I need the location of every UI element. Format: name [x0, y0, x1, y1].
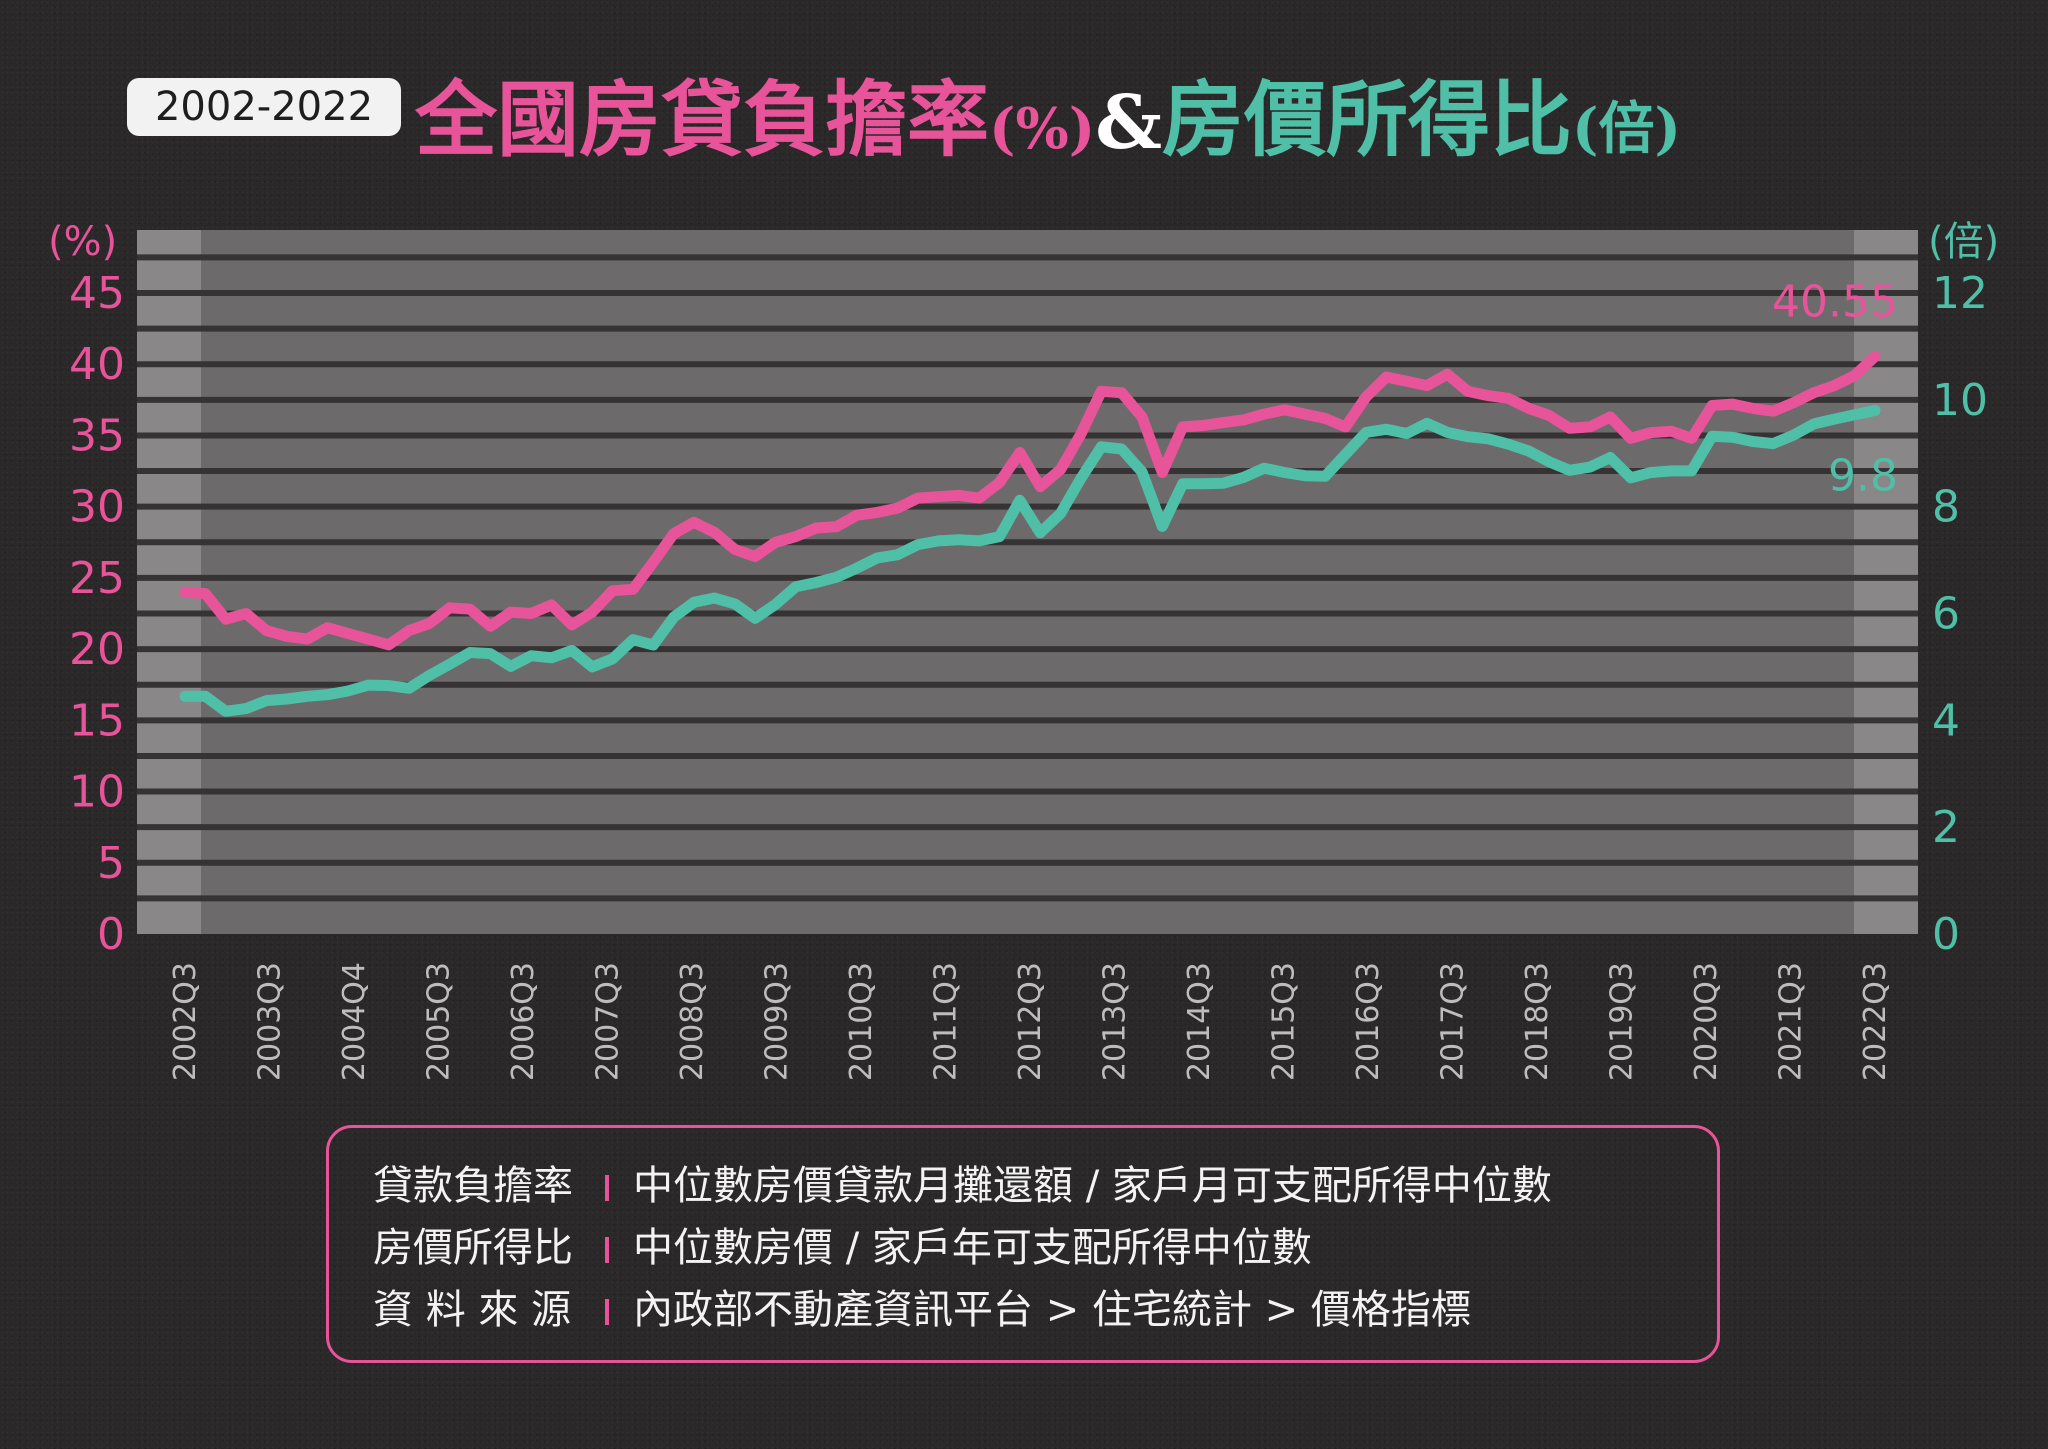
definition-row-burden: 貸款負擔率 中位數房價貸款月攤還額 / 家戶月可支配所得中位數 — [373, 1158, 1552, 1214]
right-tick-label: 12 — [1932, 268, 1988, 319]
series-lines — [179, 350, 1881, 717]
right-tick-label: 8 — [1932, 482, 1960, 533]
x-tick-label: 2005Q3 — [422, 962, 457, 1081]
title-ampersand: & — [1095, 80, 1163, 166]
left-tick-label: 5 — [97, 838, 125, 889]
left-tick-label: 45 — [69, 268, 125, 319]
x-tick-label: 2006Q3 — [506, 962, 541, 1081]
left-tick-label: 10 — [69, 767, 125, 818]
x-tick-label: 2017Q3 — [1436, 962, 1471, 1081]
right-tick-label: 0 — [1932, 909, 1960, 960]
left-axis-unit: (%) — [48, 219, 117, 265]
title-burden-unit: (%) — [989, 96, 1096, 162]
left-axis: 0 5 10 15 20 25 30 35 40 45(%) — [48, 219, 125, 960]
definition-term: 貸款負擔率 — [373, 1163, 573, 1209]
x-tick-label: 2021Q3 — [1774, 962, 1809, 1081]
line-chart: 0 5 10 15 20 25 30 35 40 45(%) 0 2 4 6 8 10 12(倍) 2002Q… — [48, 219, 1999, 1081]
definition-text: 中位數房價 / 家戶年可支配所得中位數 — [633, 1225, 1312, 1271]
left-highlight-strip — [137, 230, 201, 934]
left-tick-label: 15 — [69, 695, 125, 746]
right-axis: 0 2 4 6 8 10 12(倍) — [1928, 219, 1999, 960]
left-tick-label: 25 — [69, 553, 125, 604]
x-tick-label: 2020Q3 — [1689, 962, 1724, 1081]
separator-bar — [605, 1299, 609, 1325]
left-tick-label: 0 — [97, 909, 125, 960]
title-burden: 全國房貸負擔率 — [415, 72, 990, 168]
burden-rate-line — [179, 350, 1881, 651]
x-tick-label: 2016Q3 — [1351, 962, 1386, 1081]
definition-row-source: 資 料 來 源 內政部不動產資訊平台 > 住宅統計 > 價格指標 — [373, 1282, 1471, 1338]
x-tick-label: 2002Q3 — [168, 962, 203, 1081]
definition-box: 貸款負擔率 中位數房價貸款月攤還額 / 家戶月可支配所得中位數 房價所得比 中位數房… — [326, 1125, 1720, 1363]
x-tick-label: 2010Q3 — [844, 962, 879, 1081]
burden-end-label: 40.55 — [1772, 276, 1898, 327]
right-tick-label: 2 — [1932, 802, 1960, 853]
period-badge: 2002-2022 — [127, 78, 401, 136]
definition-text: 中位數房價貸款月攤還額 / 家戶月可支配所得中位數 — [633, 1163, 1552, 1209]
title-ratio-unit: (倍) — [1572, 96, 1682, 162]
title-ratio: 房價所得比 — [1162, 72, 1573, 168]
separator-bar — [605, 1237, 609, 1263]
x-tick-label: 2004Q4 — [337, 962, 372, 1081]
plot-background — [137, 230, 1918, 934]
definition-term: 資 料 來 源 — [373, 1287, 572, 1333]
separator-bar — [605, 1175, 609, 1201]
right-tick-label: 6 — [1932, 589, 1960, 640]
x-tick-label: 2007Q3 — [591, 962, 626, 1081]
x-tick-label: 2012Q3 — [1013, 962, 1048, 1081]
right-tick-label: 4 — [1932, 695, 1960, 746]
price-income-ratio-line — [179, 405, 1881, 717]
x-tick-label: 2019Q3 — [1605, 962, 1640, 1081]
x-tick-label: 2008Q3 — [675, 962, 710, 1081]
plot-area — [137, 230, 1918, 934]
x-axis: 2002Q3 2003Q3 2004Q4 2005Q3 2006Q3 2007Q3 2008… — [168, 962, 1893, 1081]
definition-term: 房價所得比 — [373, 1225, 573, 1271]
x-tick-label: 2015Q3 — [1267, 962, 1302, 1081]
definition-text: 內政部不動產資訊平台 > 住宅統計 > 價格指標 — [633, 1287, 1471, 1333]
right-tick-label: 10 — [1932, 375, 1988, 426]
x-tick-label: 2022Q3 — [1858, 962, 1893, 1081]
left-tick-label: 35 — [69, 410, 125, 461]
x-tick-label: 2011Q3 — [929, 962, 964, 1081]
x-tick-label: 2003Q3 — [253, 962, 288, 1081]
x-tick-label: 2018Q3 — [1520, 962, 1555, 1081]
right-axis-unit: (倍) — [1928, 219, 1999, 265]
x-tick-label: 2009Q3 — [760, 962, 795, 1081]
x-tick-label: 2014Q3 — [1182, 962, 1217, 1081]
right-highlight-strip — [1854, 230, 1918, 934]
page-title: 全國房貸負擔率(%)&房價所得比(倍) — [415, 60, 1975, 180]
end-labels: 40.55 9.8 — [1772, 276, 1898, 501]
left-tick-label: 40 — [69, 339, 125, 390]
left-tick-label: 20 — [69, 624, 125, 675]
ratio-end-label: 9.8 — [1828, 451, 1898, 502]
x-tick-label: 2013Q3 — [1098, 962, 1133, 1081]
definition-row-ratio: 房價所得比 中位數房價 / 家戶年可支配所得中位數 — [373, 1220, 1312, 1276]
left-tick-label: 30 — [69, 482, 125, 533]
